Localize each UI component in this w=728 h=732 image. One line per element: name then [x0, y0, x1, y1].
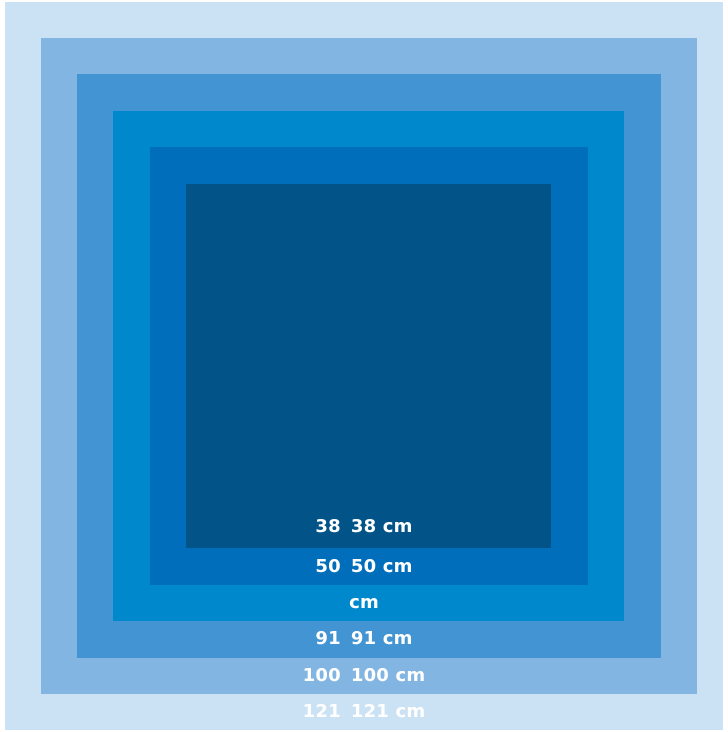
square-38-cm [186, 184, 551, 548]
size-number-100: 100 [302, 665, 341, 686]
size-number-121: 121 [302, 701, 341, 722]
size-number-91: 91 [315, 628, 341, 649]
size-text-50: 50 cm [350, 556, 413, 577]
size-label-38: 38 38 cm [0, 516, 728, 538]
size-label-91: 91 91 cm [0, 628, 728, 650]
size-label-121: 121 121 cm [0, 701, 728, 723]
size-text-91: 91 cm [350, 628, 413, 649]
size-number-38: 38 [315, 516, 341, 537]
size-text-38: 38 cm [350, 516, 413, 537]
size-text-100: 100 cm [350, 665, 426, 686]
size-label-cm: cm [0, 592, 728, 614]
size-text-cm: cm [349, 592, 379, 613]
size-label-100: 100 100 cm [0, 665, 728, 687]
size-number-50: 50 [315, 556, 341, 577]
size-text-121: 121 cm [350, 701, 426, 722]
size-label-50: 50 50 cm [0, 556, 728, 578]
